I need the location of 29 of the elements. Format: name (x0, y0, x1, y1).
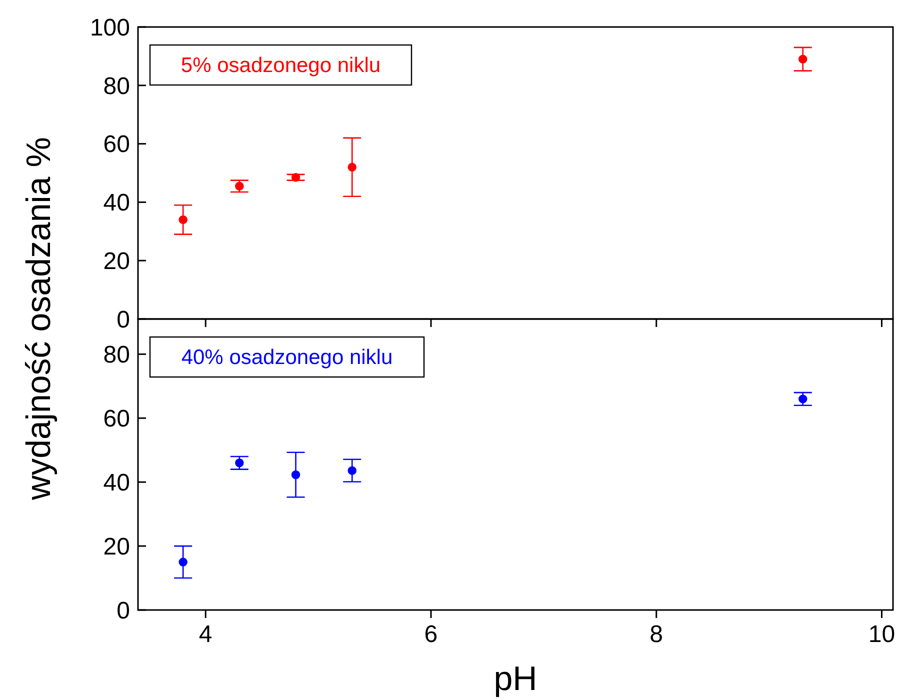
point (291, 173, 300, 182)
text: 5% osadzonego niklu (180, 54, 381, 77)
point (235, 458, 244, 468)
x-tick-label: 10 (868, 621, 896, 648)
y-tick-label: 60 (103, 131, 130, 158)
point (798, 54, 808, 64)
y-tick-label: 80 (103, 72, 130, 100)
x-axis-title: pH (494, 660, 538, 698)
y-tick-label: 100 (90, 14, 130, 42)
y-tick-label: 0 (116, 597, 130, 624)
y-tick-label: 20 (103, 533, 130, 560)
point (798, 394, 808, 404)
point (291, 470, 300, 480)
y-tick-label: 20 (103, 248, 130, 275)
y-tick-label: 0 (116, 306, 130, 334)
point (235, 182, 244, 190)
y-tick-label: 40 (103, 469, 130, 496)
y-tick-label: 60 (103, 406, 130, 433)
y-tick-label: 80 (103, 342, 130, 369)
y-axis-title: wydajność osadzania % (20, 137, 58, 501)
point (178, 558, 188, 566)
y-tick-label: 40 (103, 190, 130, 217)
x-tick-label: 6 (424, 621, 438, 648)
point (178, 215, 188, 224)
x-tick-label: 4 (198, 621, 212, 648)
text: 40% osadzonego niklu (181, 346, 393, 369)
point (348, 162, 356, 172)
x-tick-label: 8 (650, 621, 664, 648)
point (348, 466, 356, 475)
